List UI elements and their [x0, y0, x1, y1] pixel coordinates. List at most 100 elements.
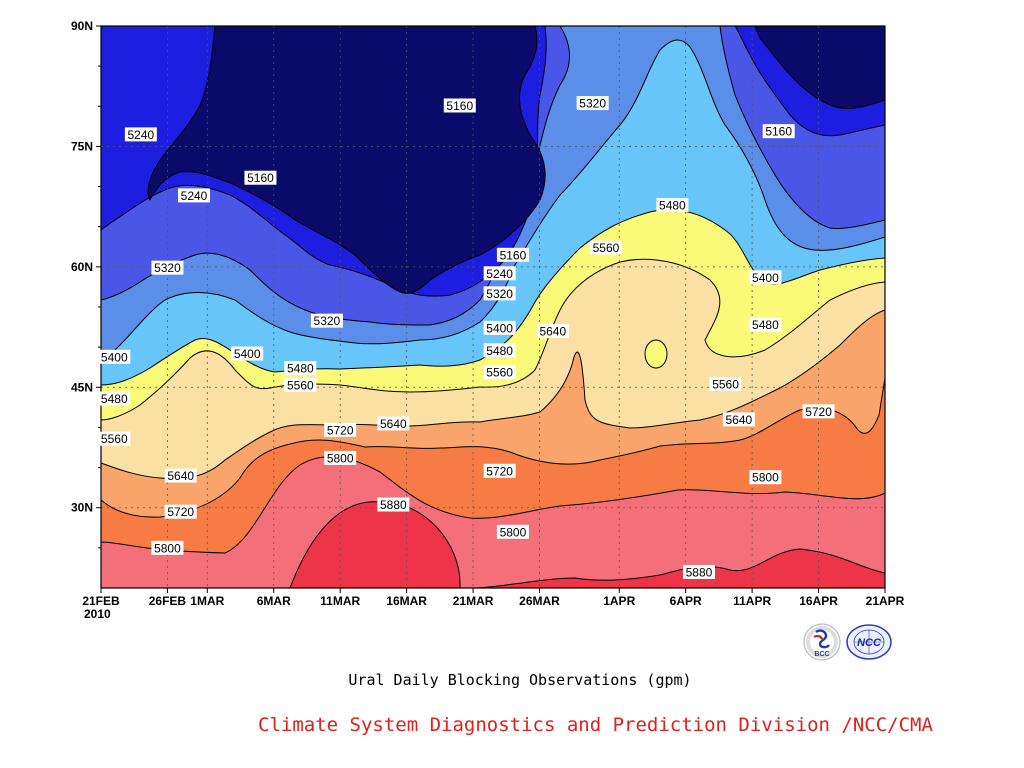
- contour-label-background: [324, 450, 357, 465]
- contour-label-background: [749, 470, 782, 485]
- contour-label: 5400: [483, 320, 516, 335]
- contour-label-background: [377, 497, 410, 512]
- contour-label-background: [589, 240, 622, 255]
- bcc-logo-text: BCC: [814, 651, 829, 658]
- contour-label: 5880: [377, 497, 410, 512]
- contour-label-background: [722, 412, 755, 427]
- contour-label-background: [483, 463, 516, 478]
- contour-label-background: [483, 286, 516, 301]
- x-tick-label: 1MAR: [190, 594, 224, 608]
- contour-label-background: [231, 346, 264, 361]
- contour-label: 5480: [656, 198, 689, 213]
- contour-label-text: 5560: [593, 241, 620, 255]
- contour-label-text: 5480: [287, 362, 314, 376]
- contour-label-background: [496, 524, 529, 539]
- bcc-logo: BCC: [802, 622, 842, 662]
- contour-label-text: 5720: [486, 464, 513, 478]
- contour-label: 5800: [496, 524, 529, 539]
- x-tick-label: 16MAR: [386, 594, 427, 608]
- contour-label-background: [536, 324, 569, 339]
- contour-label-text: 5400: [234, 347, 261, 361]
- contour-label: 5800: [749, 470, 782, 485]
- band-below-5160-arctic: [754, 26, 885, 109]
- contour-label: 5160: [762, 124, 795, 139]
- contour-label: 5320: [151, 260, 184, 275]
- contour-label-text: 5400: [752, 271, 779, 285]
- contour-label: 5240: [124, 127, 157, 142]
- contour-label: 5560: [589, 240, 622, 255]
- x-tick-label: 16APR: [799, 594, 838, 608]
- y-axis-tick-labels: 30N 45N 60N 75N 90N: [71, 19, 93, 515]
- contour-label-background: [164, 504, 197, 519]
- x-tick-label: 26FEB: [149, 594, 187, 608]
- contour-label: 5240: [178, 188, 211, 203]
- contour-label-text: 5640: [167, 469, 194, 483]
- contour-label: 5400: [231, 346, 264, 361]
- ncc-logo-text: NCC: [857, 637, 882, 649]
- contour-label: 5560: [483, 365, 516, 380]
- contour-label-background: [178, 188, 211, 203]
- ncc-logo: NCC: [845, 622, 892, 662]
- contour-label-text: 5480: [101, 392, 128, 406]
- contour-label-background: [284, 361, 317, 376]
- contour-label: 5720: [324, 422, 357, 437]
- contour-label-background: [749, 270, 782, 285]
- contour-label: 5160: [443, 98, 476, 113]
- contour-label: 5320: [310, 313, 343, 328]
- contour-label: 5480: [284, 361, 317, 376]
- contour-label-background: [576, 96, 609, 111]
- contour-label-text: 5880: [686, 565, 713, 579]
- contour-label-text: 5480: [659, 199, 686, 213]
- contour-label: 5560: [284, 377, 317, 392]
- contour-label-text: 5560: [101, 432, 128, 446]
- contour-label-background: [377, 416, 410, 431]
- contour-label-background: [483, 266, 516, 281]
- contour-label-text: 5800: [327, 451, 354, 465]
- contour-label: 5560: [98, 431, 131, 446]
- contour-label-text: 5480: [486, 344, 513, 358]
- contour-label-background: [656, 198, 689, 213]
- contour-label-text: 5640: [380, 417, 407, 431]
- contour-label: 5720: [164, 504, 197, 519]
- contour-label-background: [483, 365, 516, 380]
- contour-label: 5160: [496, 247, 529, 262]
- contour-label-text: 5400: [486, 321, 513, 335]
- y-tick-label: 60N: [71, 260, 93, 274]
- x-tick-label: 6APR: [670, 594, 702, 608]
- contour-label-background: [98, 431, 131, 446]
- x-axis-year-label: 2010: [84, 607, 111, 621]
- contour-label: 5480: [749, 317, 782, 332]
- contour-label-background: [749, 317, 782, 332]
- contour-label-background: [284, 377, 317, 392]
- contour-label-text: 5560: [287, 378, 314, 392]
- contour-label-text: 5720: [167, 505, 194, 519]
- contour-label: 5320: [483, 286, 516, 301]
- x-tick-label: 11MAR: [320, 594, 360, 608]
- contour-label-text: 5800: [154, 541, 181, 555]
- x-tick-label: 26MAR: [519, 594, 560, 608]
- contour-label-background: [443, 98, 476, 113]
- contour-label: 5400: [98, 349, 131, 364]
- contour-label: 5800: [324, 450, 357, 465]
- x-tick-label: 1APR: [603, 594, 635, 608]
- contour-label: 5240: [483, 266, 516, 281]
- x-tick-label: 6MAR: [257, 594, 291, 608]
- contour-label: 5720: [483, 463, 516, 478]
- contour-label-text: 5320: [486, 287, 513, 301]
- contour-label-text: 5320: [154, 261, 181, 275]
- contour-label-text: 5480: [752, 318, 779, 332]
- y-tick-label: 45N: [71, 380, 93, 394]
- contour-label: 5480: [483, 343, 516, 358]
- chart-title: Ural Daily Blocking Observations (gpm): [348, 671, 692, 689]
- contour-label-text: 5160: [446, 99, 473, 113]
- contour-label-text: 5400: [101, 350, 128, 364]
- x-tick-label: 21APR: [866, 594, 905, 608]
- band-below-5160: [147, 26, 546, 294]
- contour-label-text: 5160: [765, 125, 792, 139]
- contour-label-text: 5720: [805, 405, 832, 419]
- contour-label: 5560: [709, 377, 742, 392]
- contour-label: 5720: [802, 404, 835, 419]
- contour-label-background: [124, 127, 157, 142]
- y-tick-label: 30N: [71, 501, 93, 515]
- contour-label-background: [151, 540, 184, 555]
